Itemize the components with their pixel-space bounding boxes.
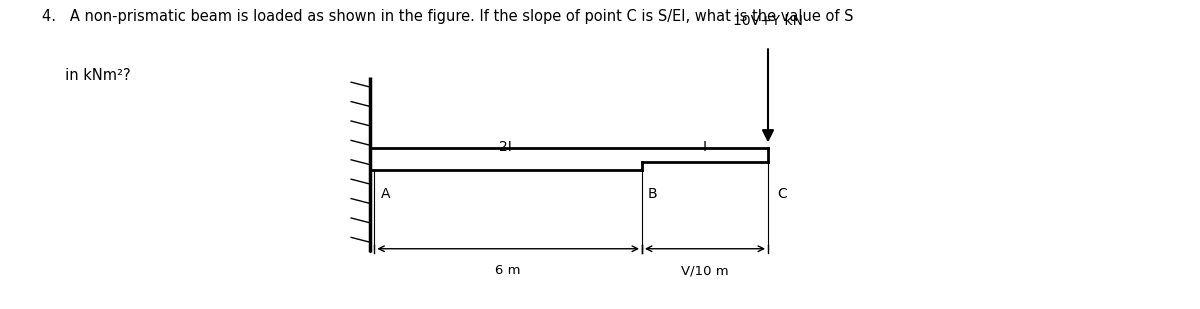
Text: B: B xyxy=(648,187,658,201)
Text: 2I: 2I xyxy=(499,140,512,154)
Text: 10V+Y kN: 10V+Y kN xyxy=(733,14,803,28)
Text: A: A xyxy=(380,187,390,201)
Text: I: I xyxy=(703,140,707,154)
Text: C: C xyxy=(778,187,787,201)
Text: 6 m: 6 m xyxy=(496,264,521,277)
Text: V/10 m: V/10 m xyxy=(682,264,728,277)
Text: in kNm²?: in kNm²? xyxy=(42,68,131,83)
Text: 4.   A non-prismatic beam is loaded as shown in the figure. If the slope of poin: 4. A non-prismatic beam is loaded as sho… xyxy=(42,9,853,24)
